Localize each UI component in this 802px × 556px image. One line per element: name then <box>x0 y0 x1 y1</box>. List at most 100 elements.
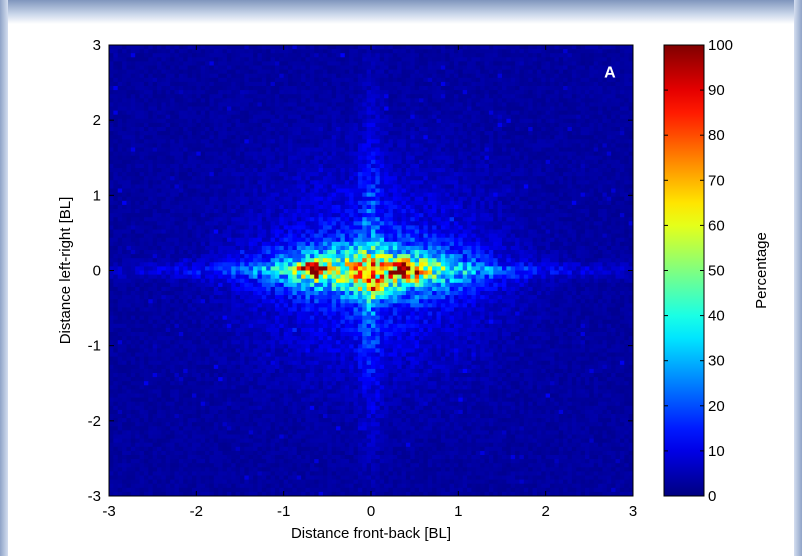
heatmap-cell <box>628 102 634 107</box>
heatmap-cell <box>628 69 634 75</box>
heatmap-cell <box>109 65 114 70</box>
heatmap-cell <box>253 122 258 128</box>
heatmap-cell <box>274 184 280 189</box>
heatmap-cell <box>357 114 363 120</box>
heatmap-cell <box>122 180 127 185</box>
heatmap-cell <box>117 139 123 144</box>
heatmap-cell <box>148 122 154 128</box>
heatmap-cell <box>148 168 154 173</box>
heatmap-cell <box>349 200 354 206</box>
heatmap-cell <box>436 98 442 103</box>
heatmap-cell <box>550 73 555 79</box>
heatmap-cell <box>183 192 188 198</box>
heatmap-cell <box>170 196 175 202</box>
heatmap-cell <box>126 122 132 128</box>
heatmap-cell <box>410 94 416 99</box>
heatmap-cell <box>327 159 333 165</box>
heatmap-cell <box>593 163 599 169</box>
heatmap-cell <box>497 61 503 66</box>
heatmap-cell <box>541 159 547 165</box>
heatmap-cell <box>397 81 402 87</box>
heatmap-cell <box>449 176 455 181</box>
heatmap-cell <box>226 86 232 91</box>
heatmap-cell <box>419 209 424 214</box>
heatmap-cell <box>584 106 590 111</box>
heatmap-cell <box>619 163 625 169</box>
heatmap-cell <box>480 196 485 202</box>
heatmap-cell <box>589 94 595 99</box>
heatmap-cell <box>349 61 354 66</box>
heatmap-cell <box>349 155 354 161</box>
heatmap-cell <box>253 90 258 95</box>
heatmap-cell <box>488 102 494 107</box>
heatmap-cell <box>392 188 398 193</box>
heatmap-cell <box>611 57 616 62</box>
heatmap-cell <box>392 159 398 165</box>
heatmap-cell <box>318 139 324 144</box>
heatmap-cell <box>135 143 140 148</box>
heatmap-cell <box>624 176 630 181</box>
heatmap-cell <box>143 143 149 148</box>
heatmap-cell <box>349 131 354 136</box>
heatmap-cell <box>567 209 573 214</box>
heatmap-cell <box>209 53 215 58</box>
heatmap-cell <box>432 57 437 62</box>
heatmap-cell <box>545 188 551 193</box>
heatmap-cell <box>161 110 167 116</box>
heatmap-cell <box>235 61 241 66</box>
heatmap-cell <box>161 77 167 83</box>
heatmap-cell <box>222 110 228 116</box>
heatmap-cell <box>130 61 136 66</box>
heatmap-cell <box>523 204 529 210</box>
heatmap-cell <box>536 147 542 152</box>
heatmap-cell <box>157 135 162 140</box>
heatmap-cell <box>375 49 381 54</box>
heatmap-cell <box>240 147 245 152</box>
heatmap-cell <box>493 49 499 54</box>
heatmap-cell <box>567 192 573 198</box>
heatmap-cell <box>519 81 525 87</box>
heatmap-cell <box>471 209 477 214</box>
heatmap-cell <box>611 110 616 116</box>
heatmap-cell <box>502 102 507 107</box>
heatmap-cell <box>340 131 346 136</box>
heatmap-cell <box>615 81 621 87</box>
heatmap-cell <box>427 53 433 58</box>
heatmap-cell <box>471 176 477 181</box>
heatmap-cell <box>183 110 188 116</box>
heatmap-cell <box>288 131 293 136</box>
heatmap-cell <box>510 180 516 185</box>
heatmap-cell <box>510 168 516 173</box>
heatmap-cell <box>187 180 193 185</box>
heatmap-cell <box>453 159 459 165</box>
heatmap-cell <box>226 204 232 210</box>
heatmap-cell <box>209 45 215 50</box>
heatmap-cell <box>222 180 228 185</box>
heatmap-cell <box>392 135 398 140</box>
heatmap-cell <box>336 196 341 202</box>
heatmap-cell <box>628 196 634 202</box>
heatmap-cell <box>611 69 616 75</box>
heatmap-cell <box>157 53 162 58</box>
heatmap-cell <box>314 114 319 120</box>
heatmap-cell <box>445 114 450 120</box>
heatmap-cell <box>309 114 315 120</box>
heatmap-cell <box>458 168 464 173</box>
heatmap-cell <box>488 86 494 91</box>
heatmap-cell <box>624 73 630 79</box>
heatmap-cell <box>139 147 145 152</box>
heatmap-cell <box>213 49 219 54</box>
heatmap-cell <box>619 192 625 198</box>
heatmap-cell <box>480 204 485 210</box>
heatmap-cell <box>397 122 402 128</box>
heatmap-cell <box>322 163 328 169</box>
heatmap-cell <box>353 172 359 177</box>
heatmap-cell <box>248 114 254 120</box>
heatmap-cell <box>554 188 560 193</box>
heatmap-cell <box>392 61 398 66</box>
heatmap-cell <box>598 110 603 116</box>
heatmap-cell <box>357 81 363 87</box>
heatmap-cell <box>502 94 507 99</box>
heatmap-cell <box>314 209 319 214</box>
heatmap-cell <box>602 49 608 54</box>
